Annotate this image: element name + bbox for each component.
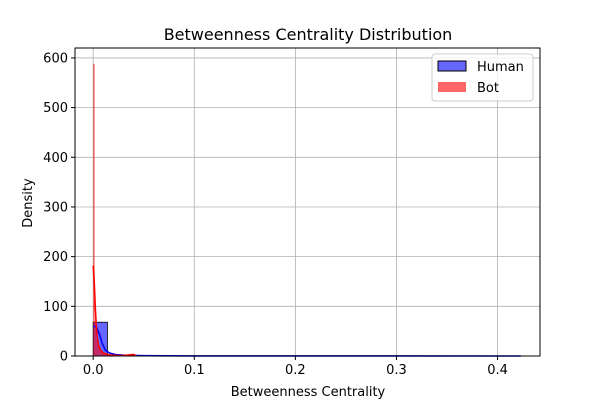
- histogram-bar-bot: [101, 352, 104, 356]
- y-tick-label: 500: [43, 101, 68, 116]
- chart-title: Betweenness Centrality Distribution: [164, 25, 453, 44]
- legend-swatch-human: [437, 60, 467, 72]
- histogram-bar-bot: [94, 321, 97, 356]
- y-tick-label: 100: [43, 300, 68, 315]
- legend: Human Bot: [431, 53, 534, 102]
- y-tick-label: 300: [43, 200, 68, 215]
- x-tick-label: 0.1: [184, 363, 205, 378]
- x-axis-label: Betweenness Centrality: [231, 385, 386, 400]
- y-axis-label: Density: [21, 178, 36, 228]
- x-tick-label: 0.4: [487, 363, 508, 378]
- y-tick-label: 200: [43, 250, 68, 265]
- x-tick-label: 0.2: [285, 363, 306, 378]
- histogram-bar-bot: [97, 346, 99, 356]
- y-tick-label: 400: [43, 151, 68, 166]
- y-tick-label: 600: [43, 51, 68, 66]
- legend-swatch-bot: [438, 82, 466, 92]
- histogram-bar-bot: [100, 351, 102, 356]
- histogram-bar-bot: [98, 349, 101, 356]
- y-tick-label: 0: [60, 350, 68, 365]
- x-axis: 0.0 0.1 0.2 0.3 0.4: [83, 356, 508, 378]
- x-tick-label: 0.3: [386, 363, 407, 378]
- histogram-bar-bot: [93, 63, 95, 356]
- y-axis: 0 100 200 300 400 500 600: [43, 51, 75, 365]
- histogram-bar-bot: [103, 353, 105, 356]
- histogram-bar-bot: [104, 353, 106, 356]
- x-tick-label: 0.0: [83, 363, 104, 378]
- histogram-bar-bot: [96, 340, 98, 356]
- legend-label-bot: Bot: [477, 81, 499, 96]
- legend-label-human: Human: [477, 60, 524, 75]
- plot-frame: [74, 47, 541, 357]
